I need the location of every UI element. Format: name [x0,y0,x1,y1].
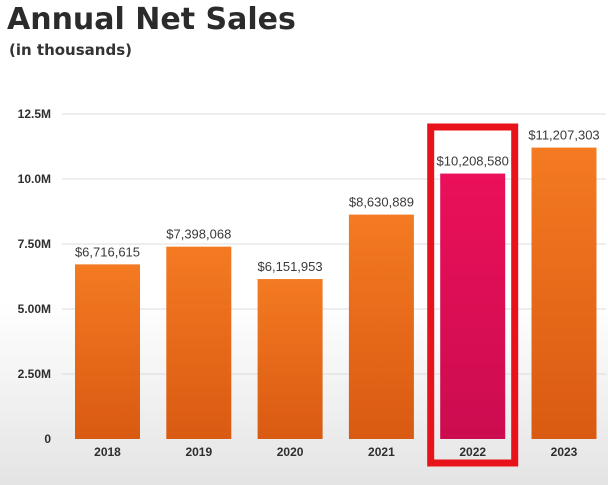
highlight-box [427,123,519,467]
y-tick-label: 2.50M [18,367,51,381]
data-label-2018: $6,716,615 [75,244,140,259]
bar-2020 [257,279,323,439]
y-tick-label: 5.00M [18,302,51,316]
bar-2021 [348,214,414,439]
x-tick-label-2021: 2021 [368,445,395,459]
x-tick-label-2020: 2020 [277,445,304,459]
y-tick-label: 7.50M [18,237,51,251]
x-tick-label-2019: 2019 [185,445,212,459]
chart-subtitle: (in thousands) [9,41,132,59]
data-label-2023: $11,207,303 [528,128,599,143]
data-label-2019: $7,398,068 [166,227,231,242]
y-tick-label: 0 [44,432,51,446]
data-label-2021: $8,630,889 [349,195,414,210]
data-label-2020: $6,151,953 [258,259,323,274]
chart-title: Annual Net Sales [7,2,296,37]
bar-2018 [75,264,140,439]
bar-2022 [440,173,506,440]
x-tick-label-2018: 2018 [94,445,121,459]
data-label-2022: $10,208,580 [437,154,509,169]
bar-2019 [166,246,232,439]
y-tick-label: 12.5M [18,107,51,121]
x-tick-label-2023: 2023 [551,445,578,459]
bar-2023 [531,147,597,440]
x-tick-label-2022: 2022 [459,445,486,459]
y-tick-label: 10.0M [18,172,51,186]
